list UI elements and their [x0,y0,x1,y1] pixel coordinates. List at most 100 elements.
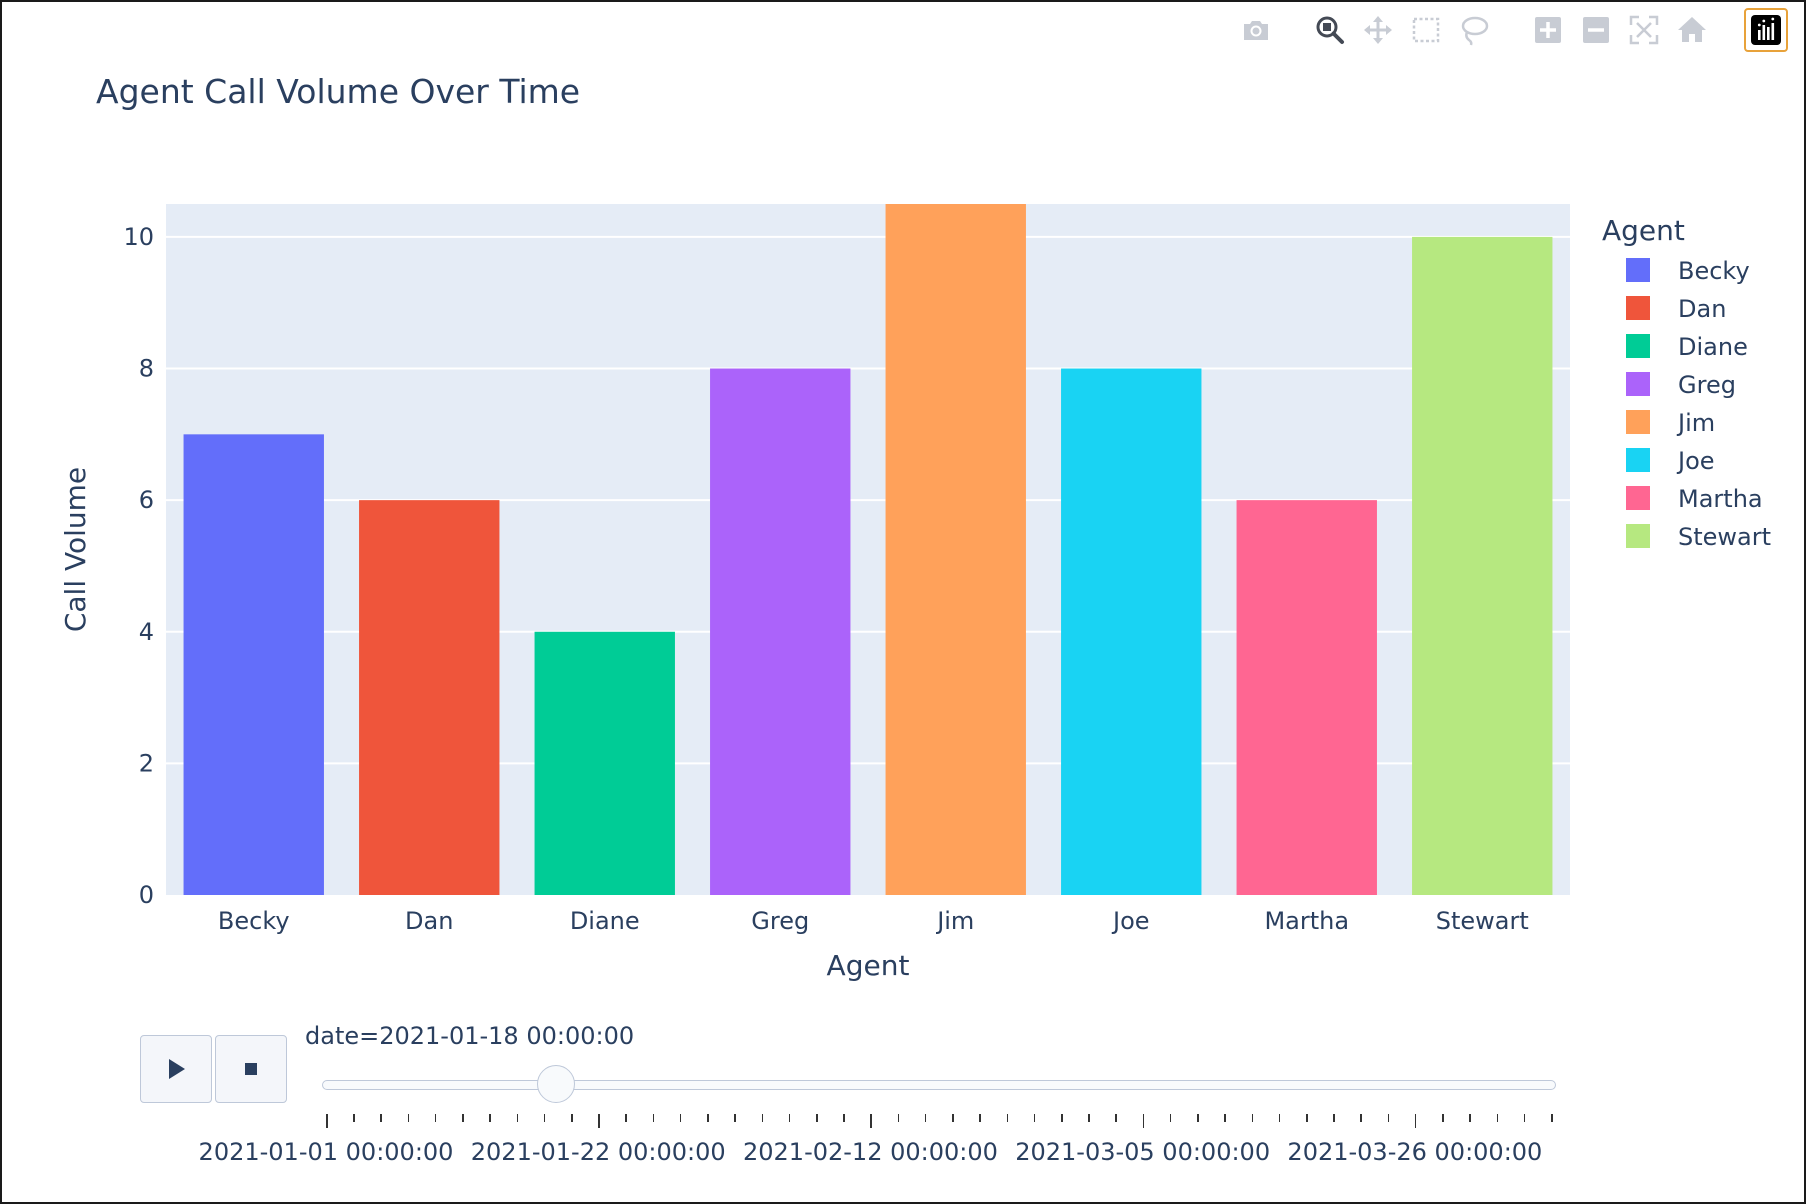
slider-minor-tick [1360,1114,1362,1122]
zoom-out-icon[interactable] [1576,10,1616,50]
slider-handle[interactable] [537,1065,576,1103]
slider-major-tick [1414,1114,1417,1128]
y-axis-title: Call Volume [59,467,92,632]
bar-becky [183,434,324,895]
bar-stewart [1412,236,1553,895]
x-tick-label: Stewart [1436,907,1529,935]
zoom-in-icon[interactable] [1528,10,1568,50]
slider-minor-tick [516,1114,519,1122]
slider-minor-tick [652,1114,655,1122]
slider-minor-tick [1251,1114,1254,1122]
autoscale-icon[interactable] [1624,10,1664,50]
slider-major-tick [598,1114,600,1128]
slider-minor-tick [1033,1114,1036,1122]
slider-step-label[interactable]: 2021-02-12 00:00:00 [742,1138,998,1166]
slider-minor-tick [1387,1114,1390,1122]
y-tick-label: 6 [139,486,154,514]
bar-diane [534,631,675,895]
bar-greg [710,368,851,895]
slider-major-tick [1142,1114,1145,1128]
x-tick-label: Martha [1264,907,1349,935]
legend-swatch-stewart [1626,524,1650,548]
play-icon [169,1059,185,1079]
animation-controls [140,1035,290,1103]
slider-rail[interactable] [322,1080,1556,1090]
box-select-icon[interactable] [1406,10,1446,50]
modebar-group-zoom [1524,10,1716,50]
slider-minor-tick [924,1114,927,1122]
x-tick-label: Greg [751,907,809,935]
zoom-icon[interactable] [1310,10,1350,50]
slider-step-label[interactable]: 2021-01-22 00:00:00 [470,1138,726,1166]
slider-minor-tick [380,1114,382,1122]
y-tick-label: 8 [139,355,154,383]
x-tick-label: Becky [218,907,290,935]
legend-title: Agent [1602,214,1685,247]
y-tick-label: 10 [123,223,154,251]
slider-minor-tick [1197,1114,1199,1122]
legend-swatch-jim [1626,410,1650,434]
bar-chart: Agent Call Volume Over Time 0 2 4 6 8 10 Becky D… [59,72,1771,982]
play-button[interactable] [140,1035,212,1103]
stop-icon [245,1063,257,1075]
pan-icon[interactable] [1358,10,1398,50]
legend-swatch-diane [1626,334,1650,358]
slider-minor-tick [625,1114,627,1122]
slider-minor-tick [1496,1114,1499,1122]
slider-minor-tick [707,1114,709,1122]
slider-minor-tick [761,1114,764,1122]
slider-minor-tick [679,1114,682,1122]
legend-swatch-joe [1626,448,1650,472]
bar-jim [885,204,1026,895]
slider-minor-tick [788,1114,791,1122]
slider-minor-tick [952,1114,954,1122]
legend-item-stewart: Stewart [1678,523,1771,551]
x-tick-label: Jim [935,907,974,935]
y-tick-label: 0 [139,881,154,909]
plotly-logo-icon[interactable] [1744,8,1788,52]
modebar [1206,8,1790,52]
bar-joe [1061,368,1202,895]
legend-swatch-dan [1626,296,1650,320]
legend-item-becky: Becky [1678,257,1750,285]
slider-minor-tick [434,1114,437,1122]
camera-icon[interactable] [1236,10,1276,50]
slider-step-label[interactable]: 2021-01-01 00:00:00 [198,1138,454,1166]
slider-step-label[interactable]: 2021-03-26 00:00:00 [1287,1138,1543,1166]
legend-item-diane: Diane [1678,333,1748,361]
home-icon[interactable] [1672,10,1712,50]
slider-minor-tick [816,1114,818,1122]
legend-swatch-greg [1626,372,1650,396]
slider-minor-tick [1306,1114,1308,1122]
slider-minor-tick [979,1114,981,1122]
slider-minor-tick [1469,1114,1471,1122]
legend-swatch-martha [1626,486,1650,510]
slider-minor-tick [1442,1114,1444,1122]
stop-button[interactable] [215,1035,287,1103]
slider-minor-tick [1169,1114,1172,1122]
slider-minor-tick [489,1114,491,1122]
slider-minor-tick [1523,1114,1526,1122]
slider-minor-tick [1551,1114,1553,1122]
slider-current-value: date=2021-01-18 00:00:00 [305,1022,635,1050]
slider-minor-tick [571,1114,573,1122]
lasso-icon[interactable] [1454,10,1494,50]
slider-minor-tick [543,1114,546,1122]
bar-dan [359,500,500,895]
slider-minor-tick [1006,1114,1009,1122]
slider-minor-tick [407,1114,410,1122]
slider-minor-tick [1278,1114,1281,1122]
legend-item-jim: Jim [1676,409,1715,437]
x-tick-label: Joe [1111,907,1150,935]
slider-major-tick [870,1114,872,1128]
chart-title: Agent Call Volume Over Time [96,72,580,111]
slider-minor-tick [1224,1114,1226,1122]
slider-minor-tick [897,1114,900,1122]
slider-step-label[interactable]: 2021-03-05 00:00:00 [1015,1138,1271,1166]
modebar-group-logo [1742,8,1790,52]
y-tick-label: 4 [139,618,154,646]
slider-minor-tick [1061,1114,1063,1122]
legend-swatch-becky [1626,258,1650,282]
slider-minor-tick [462,1114,464,1122]
